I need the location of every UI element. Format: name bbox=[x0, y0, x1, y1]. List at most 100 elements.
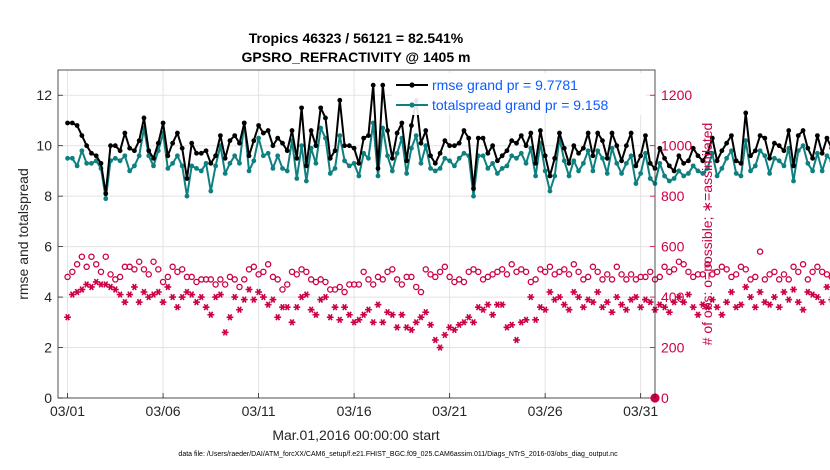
obs-possible-point bbox=[580, 276, 587, 283]
rmse-point bbox=[576, 150, 581, 156]
totalspread-point bbox=[151, 163, 156, 169]
rmse-point bbox=[638, 153, 644, 159]
rmse-point bbox=[122, 130, 128, 136]
obs-possible-point bbox=[541, 268, 549, 276]
obs-assimilated-point bbox=[216, 291, 224, 298]
rmse-point bbox=[217, 133, 223, 139]
rmse-point bbox=[676, 153, 682, 159]
totalspread-point bbox=[318, 125, 324, 131]
obs-assimilated-point bbox=[589, 298, 597, 306]
obs-assimilated-point bbox=[479, 306, 487, 314]
obs-possible-point bbox=[112, 276, 119, 283]
totalspread-point bbox=[743, 138, 749, 144]
obs-possible-point bbox=[92, 261, 100, 268]
obs-assimilated-point bbox=[259, 293, 267, 301]
obs-possible-point bbox=[498, 266, 506, 273]
obs-assimilated-point bbox=[183, 288, 191, 296]
obs-possible-point bbox=[470, 266, 477, 273]
rmse-point bbox=[318, 105, 324, 111]
obs-possible-point bbox=[135, 258, 143, 266]
obs-assimilated-point bbox=[408, 326, 415, 334]
rmse-point bbox=[108, 143, 113, 149]
rmse-point bbox=[719, 148, 725, 154]
obs-possible-point bbox=[412, 283, 420, 291]
obs-possible-point bbox=[494, 268, 501, 276]
rmse-point bbox=[547, 173, 553, 179]
rmse-point bbox=[752, 148, 758, 154]
totalspread-point bbox=[805, 160, 811, 166]
obs-possible-point bbox=[522, 268, 530, 276]
obs-assimilated-point bbox=[699, 301, 707, 308]
totalspread-point bbox=[580, 160, 586, 166]
obs-assimilated-point bbox=[556, 293, 563, 301]
rmse-point bbox=[303, 163, 309, 169]
rmse-point bbox=[499, 153, 505, 159]
obs-assimilated-point bbox=[632, 293, 640, 301]
totalspread-point bbox=[308, 145, 314, 151]
rmse-point bbox=[265, 128, 271, 133]
obs-possible-point bbox=[513, 268, 520, 276]
rmse-point bbox=[557, 130, 562, 136]
rmse-point bbox=[571, 143, 577, 149]
obs-possible-point bbox=[88, 253, 95, 260]
rmse-point bbox=[791, 163, 796, 169]
totalspread-point bbox=[65, 155, 70, 161]
obs-possible-point bbox=[795, 268, 802, 276]
obs-assimilated-point bbox=[603, 298, 611, 306]
totalspread-point bbox=[724, 155, 730, 161]
obs-possible-point bbox=[83, 263, 90, 271]
rmse-point bbox=[112, 143, 118, 149]
rmse-point bbox=[714, 158, 720, 164]
obs-possible-point bbox=[69, 268, 76, 276]
obs-assimilated-point bbox=[536, 303, 544, 311]
obs-possible-point bbox=[723, 266, 730, 273]
rmse-point bbox=[222, 155, 228, 161]
totalspread-point bbox=[447, 158, 453, 164]
obs-possible-point bbox=[685, 268, 692, 276]
obs-assimilated-point bbox=[575, 293, 582, 301]
obs-possible-point bbox=[718, 263, 726, 271]
rmse-point bbox=[475, 135, 481, 141]
rmse-point bbox=[399, 120, 405, 126]
obs-assimilated-point bbox=[608, 308, 616, 316]
obs-assimilated-point bbox=[135, 298, 143, 306]
rmse-point bbox=[480, 135, 486, 141]
rmse-point bbox=[227, 138, 233, 144]
rmse-point bbox=[709, 135, 715, 141]
obs-possible-point bbox=[766, 271, 773, 278]
totalspread-point bbox=[394, 150, 400, 156]
rmse-point bbox=[743, 110, 749, 116]
rmse-point bbox=[509, 138, 515, 144]
rmse-point bbox=[580, 145, 586, 151]
obs-possible-point bbox=[360, 268, 367, 276]
obs-assimilated-point bbox=[78, 286, 86, 293]
obs-possible-point bbox=[236, 283, 243, 291]
obs-assimilated-point bbox=[732, 303, 740, 311]
obs-assimilated-point bbox=[584, 296, 592, 303]
obs-assimilated-point bbox=[107, 283, 114, 291]
obs-possible-point bbox=[623, 276, 630, 283]
x-tick-label: 03/16 bbox=[337, 403, 372, 419]
totalspread-point bbox=[585, 148, 591, 154]
obs-possible-point bbox=[178, 266, 186, 273]
obs-possible-point bbox=[603, 271, 611, 278]
series-layer bbox=[64, 82, 830, 403]
obs-possible-point bbox=[742, 266, 749, 273]
obs-assimilated-point bbox=[622, 306, 630, 314]
rmse-point bbox=[351, 145, 357, 151]
y-tick-label: 8 bbox=[44, 188, 52, 204]
obs-assimilated-point bbox=[159, 298, 167, 306]
legend-spread-label: totalspread grand pr = 9.158 bbox=[432, 97, 609, 113]
obs-assimilated-point bbox=[780, 288, 788, 296]
obs-possible-point bbox=[283, 281, 291, 288]
totalspread-point bbox=[275, 153, 281, 159]
obs-possible-point bbox=[221, 281, 229, 288]
obs-assimilated-point bbox=[642, 296, 649, 303]
plot-area bbox=[58, 70, 655, 398]
obs-assimilated-point bbox=[441, 331, 449, 339]
totalspread-point bbox=[198, 168, 204, 174]
rmse-point bbox=[595, 130, 601, 136]
totalspread-point bbox=[132, 163, 137, 169]
obs-possible-point bbox=[427, 271, 434, 278]
rmse-point bbox=[404, 158, 410, 164]
